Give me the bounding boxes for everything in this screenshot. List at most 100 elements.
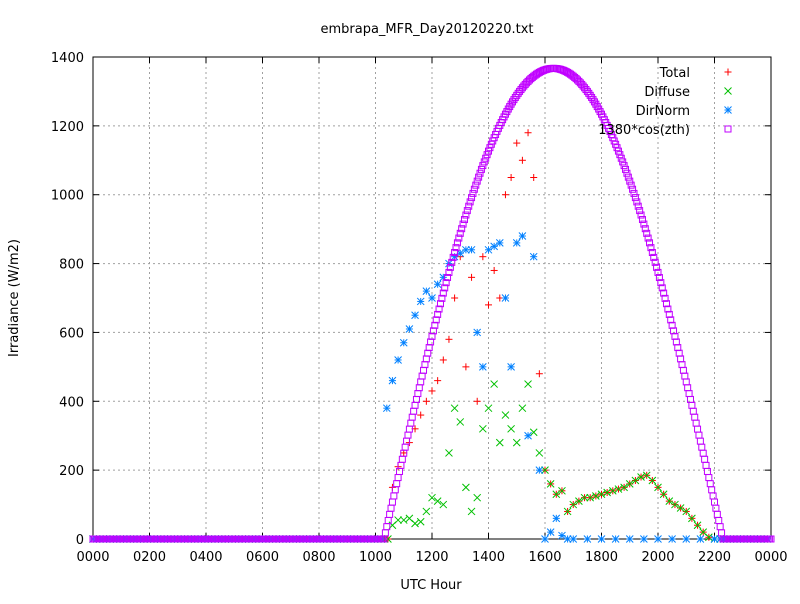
series-point bbox=[708, 486, 716, 494]
series-point bbox=[451, 294, 459, 302]
series-point bbox=[415, 384, 423, 392]
series-point bbox=[501, 191, 509, 199]
series-point bbox=[644, 234, 652, 242]
series-point bbox=[445, 335, 453, 343]
series-point bbox=[529, 252, 538, 261]
series-point bbox=[558, 486, 566, 495]
series-point bbox=[682, 535, 691, 543]
series-point bbox=[691, 413, 699, 421]
series-point bbox=[405, 325, 414, 333]
series-point bbox=[397, 461, 405, 469]
y-axis-tick-labels: 0 200 400 600 800 1000 1200 1400 bbox=[51, 51, 84, 548]
series-point bbox=[411, 401, 419, 409]
series-point bbox=[552, 490, 561, 499]
series-point bbox=[467, 507, 476, 516]
series-point bbox=[421, 361, 429, 369]
series-point bbox=[388, 376, 397, 385]
series-point bbox=[518, 404, 527, 413]
x-tick-label: 0600 bbox=[246, 550, 279, 565]
legend-label: 1380*cos(zth) bbox=[598, 123, 690, 138]
chart-title: embrapa_MFR_Day20120220.txt bbox=[320, 22, 533, 37]
series-point bbox=[456, 418, 465, 426]
series-0 bbox=[89, 129, 772, 543]
series-point bbox=[622, 165, 630, 173]
legend-marker bbox=[724, 68, 732, 76]
series-point bbox=[597, 490, 606, 499]
series-point bbox=[439, 356, 447, 364]
series-point bbox=[483, 151, 491, 159]
series-point bbox=[626, 177, 634, 185]
series-point bbox=[535, 449, 544, 457]
series-point bbox=[444, 274, 452, 282]
series-point bbox=[643, 229, 651, 237]
series-point bbox=[677, 355, 685, 363]
series-point bbox=[603, 488, 612, 497]
series-point bbox=[416, 297, 425, 306]
series-point bbox=[695, 431, 703, 439]
series-point bbox=[422, 507, 431, 516]
series-point bbox=[428, 493, 436, 502]
series-point bbox=[466, 198, 474, 206]
series-point bbox=[625, 480, 634, 488]
series-point bbox=[625, 535, 634, 543]
series-point bbox=[634, 202, 642, 210]
series-point bbox=[591, 492, 600, 500]
series-point bbox=[524, 380, 532, 388]
series-point bbox=[563, 507, 572, 516]
series-point bbox=[439, 500, 448, 509]
legend-label: Diffuse bbox=[644, 85, 690, 100]
series-point bbox=[620, 162, 628, 170]
series-point bbox=[480, 158, 488, 166]
series-point bbox=[638, 216, 646, 224]
series-point bbox=[512, 438, 521, 447]
series-point bbox=[403, 437, 411, 445]
series-point bbox=[696, 437, 704, 445]
series-point bbox=[439, 289, 447, 297]
series-point bbox=[716, 523, 724, 531]
series-point bbox=[418, 372, 426, 380]
series-point bbox=[476, 169, 484, 177]
series-point bbox=[651, 258, 659, 266]
series-point bbox=[393, 480, 401, 488]
series-point bbox=[661, 294, 669, 302]
series-point bbox=[450, 404, 459, 413]
series-point bbox=[453, 239, 461, 247]
legend-marker bbox=[724, 106, 732, 114]
y-tick-label: 0 bbox=[76, 533, 84, 548]
series-point bbox=[629, 185, 637, 193]
series-point bbox=[448, 258, 456, 266]
series-point bbox=[688, 514, 696, 523]
series-point bbox=[713, 510, 721, 518]
series-point bbox=[647, 244, 655, 252]
series-point bbox=[657, 279, 665, 287]
series-point bbox=[698, 443, 706, 451]
series-point bbox=[410, 407, 418, 415]
series-point bbox=[394, 356, 402, 364]
series-point bbox=[495, 438, 504, 447]
series-point bbox=[706, 480, 714, 488]
series-point bbox=[458, 225, 466, 233]
series-point bbox=[692, 419, 700, 427]
series-point bbox=[654, 268, 662, 276]
series-point bbox=[404, 431, 412, 439]
series-point bbox=[640, 220, 648, 228]
series-point bbox=[438, 294, 446, 302]
series-point bbox=[646, 239, 654, 247]
series-point bbox=[650, 253, 658, 261]
series-point bbox=[619, 158, 627, 166]
series-point bbox=[580, 493, 589, 502]
series-point bbox=[411, 519, 419, 528]
series-point bbox=[442, 279, 450, 287]
series-point bbox=[627, 181, 635, 189]
series-point bbox=[662, 300, 670, 308]
series-point bbox=[679, 366, 687, 374]
series-point bbox=[462, 483, 470, 492]
series-point bbox=[705, 474, 713, 482]
series-point bbox=[664, 305, 672, 313]
series-point bbox=[718, 529, 726, 537]
series-point bbox=[637, 473, 645, 481]
y-tick-label: 1400 bbox=[51, 51, 84, 66]
series-point bbox=[524, 431, 532, 440]
series-point bbox=[541, 535, 549, 543]
series-point bbox=[436, 300, 444, 308]
